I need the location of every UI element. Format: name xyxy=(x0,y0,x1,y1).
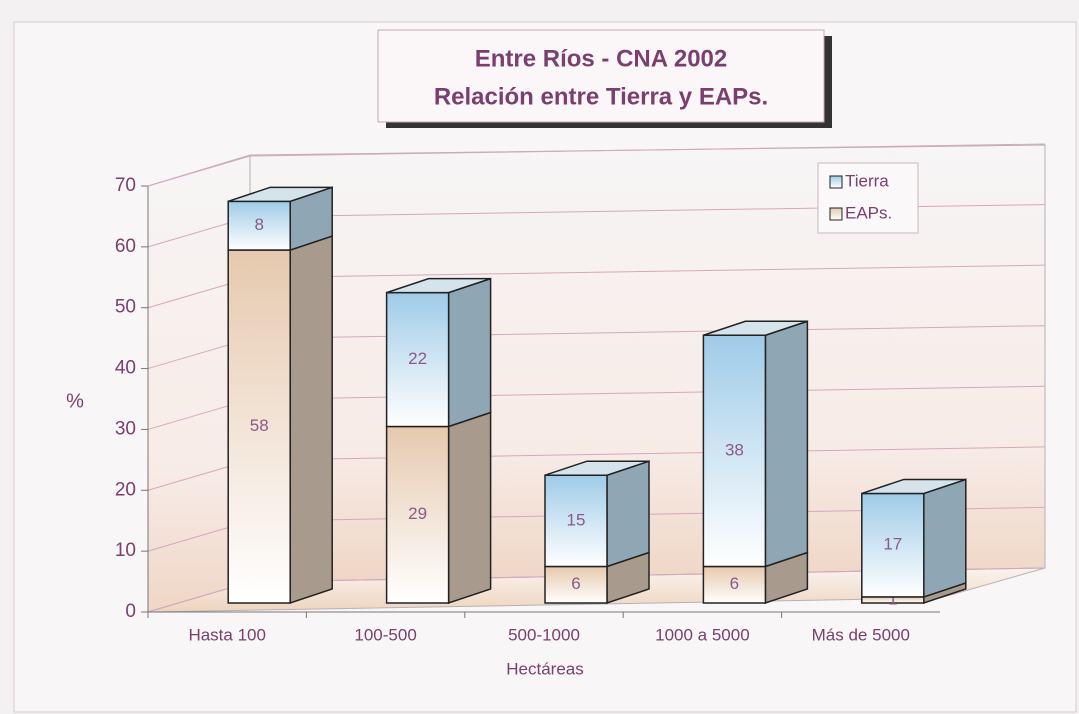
chart-subtitle: Relación entre Tierra y EAPs. xyxy=(434,83,768,110)
bar-top xyxy=(227,186,333,203)
bar-segment xyxy=(861,492,925,598)
bar-side xyxy=(923,478,967,598)
grid-line xyxy=(147,155,251,187)
bar-side xyxy=(764,320,809,568)
grid-line xyxy=(249,385,1046,400)
y-tick-label: 30 xyxy=(115,418,136,439)
value-label: 29 xyxy=(408,504,427,523)
bar-side xyxy=(289,234,333,605)
bar-segment xyxy=(702,565,767,604)
legend-swatch xyxy=(829,207,843,221)
title-box xyxy=(377,29,825,123)
value-label: 17 xyxy=(883,535,902,554)
value-label: 6 xyxy=(730,574,739,593)
x-axis-label: Hectáreas xyxy=(506,659,583,678)
bar-segment xyxy=(702,334,767,568)
x-tick-label: 100-500 xyxy=(354,625,416,644)
grid-line xyxy=(249,325,1046,340)
value-label: 8 xyxy=(254,215,263,234)
y-tick-label: 60 xyxy=(115,236,136,257)
value-label: 22 xyxy=(408,349,427,368)
bar-side xyxy=(447,411,492,605)
bar-side xyxy=(447,277,492,428)
y-axis-label: % xyxy=(66,390,84,412)
bar-segment xyxy=(227,200,291,251)
bar-top xyxy=(544,460,650,476)
value-label: 38 xyxy=(725,440,744,459)
bar-segment xyxy=(385,425,450,604)
legend-label: EAPs. xyxy=(845,203,892,222)
y-tick-label: 20 xyxy=(115,479,136,500)
y-tick-label: 40 xyxy=(115,358,136,379)
y-tick-label: 70 xyxy=(115,175,136,196)
grid-line xyxy=(249,264,1046,279)
value-label: 58 xyxy=(250,416,269,435)
bar-segment xyxy=(544,474,608,568)
x-tick-label: 1000 a 5000 xyxy=(655,625,750,644)
legend-box xyxy=(817,162,919,234)
bar-segment xyxy=(544,565,608,604)
legend-swatch xyxy=(829,175,843,189)
bar-side xyxy=(606,460,650,568)
bar-top xyxy=(703,320,808,336)
y-tick-label: 50 xyxy=(115,297,136,318)
bar-top xyxy=(861,478,967,495)
bar-segment xyxy=(227,249,291,604)
x-tick-label: 500-1000 xyxy=(508,625,580,644)
chart-title: Entre Ríos - CNA 2002 xyxy=(475,45,728,72)
y-tick-label: 0 xyxy=(125,601,136,622)
x-tick-label: Más de 5000 xyxy=(812,625,910,644)
x-tick-label: Hasta 100 xyxy=(188,625,266,644)
grid-line xyxy=(249,143,1046,157)
legend-label: Tierra xyxy=(845,171,889,190)
y-tick-label: 10 xyxy=(115,540,136,561)
grid-line xyxy=(249,446,1046,461)
value-label: 6 xyxy=(571,574,580,593)
value-label: 15 xyxy=(567,510,586,529)
bar-top xyxy=(386,277,491,294)
value-label: 1 xyxy=(888,589,897,608)
